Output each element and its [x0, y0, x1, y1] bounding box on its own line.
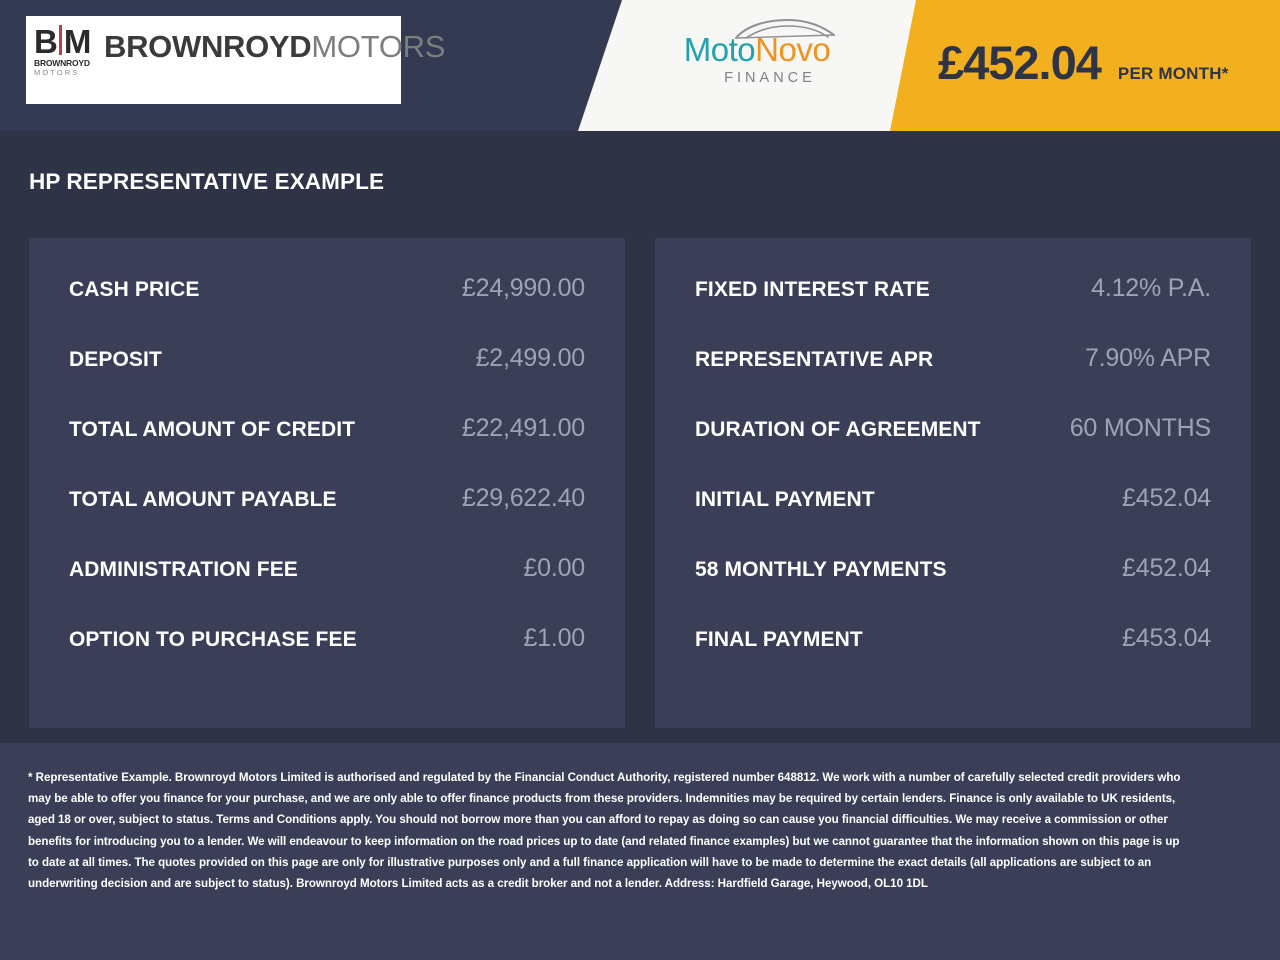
motonovo-finance-logo[interactable]: MotoNovo FINANCE — [672, 18, 842, 86]
monogram-name: BROWNROYD — [34, 58, 90, 68]
monthly-price-period: PER MONTH* — [1117, 64, 1229, 83]
row-label: CASH PRICE — [69, 278, 200, 301]
monogram-letter-m: M — [63, 23, 91, 60]
row-value: 4.12% P.A. — [1091, 274, 1211, 302]
brownroyd-monogram-icon: B M BROWNROYD MOTORS — [34, 23, 92, 77]
row-label: REPRESENTATIVE APR — [695, 348, 934, 371]
table-row: REPRESENTATIVE APR 7.90% APR — [695, 344, 1211, 414]
row-value: £22,491.00 — [461, 414, 585, 442]
table-row: OPTION TO PURCHASE FEE £1.00 — [69, 624, 585, 694]
main-content: HP REPRESENTATIVE EXAMPLE CASH PRICE £24… — [0, 131, 1280, 743]
table-row: FINAL PAYMENT £453.04 — [695, 624, 1211, 694]
table-row: CASH PRICE £24,990.00 — [69, 274, 585, 344]
monogram-divider-bar — [58, 25, 62, 55]
table-row: DEPOSIT £2,499.00 — [69, 344, 585, 414]
monogram-letter-b: B — [34, 23, 58, 60]
row-value: 60 MONTHS — [1069, 414, 1211, 442]
finance-panels: CASH PRICE £24,990.00 DEPOSIT £2,499.00 … — [29, 238, 1251, 728]
row-value: £0.00 — [523, 554, 585, 582]
table-row: ADMINISTRATION FEE £0.00 — [69, 554, 585, 624]
dealer-wordmark-light: MOTORS — [311, 29, 446, 64]
monogram-letters: B M — [34, 23, 92, 60]
row-label: OPTION TO PURCHASE FEE — [69, 628, 357, 651]
row-label: FINAL PAYMENT — [695, 628, 863, 651]
row-label: FIXED INTEREST RATE — [695, 278, 930, 301]
row-label: TOTAL AMOUNT OF CREDIT — [69, 418, 356, 441]
table-row: TOTAL AMOUNT OF CREDIT £22,491.00 — [69, 414, 585, 484]
car-silhouette-icon — [735, 18, 835, 39]
table-row: FIXED INTEREST RATE 4.12% P.A. — [695, 274, 1211, 344]
dealer-wordmark: BROWNROYDMOTORS — [104, 30, 445, 64]
motonovo-subtitle: FINANCE — [724, 70, 816, 86]
row-label: TOTAL AMOUNT PAYABLE — [69, 488, 337, 511]
row-label: DEPOSIT — [69, 348, 162, 371]
dealer-logo[interactable]: B M BROWNROYD MOTORS BROWNROYDMOTORS — [26, 16, 445, 104]
header-yellow-wedge — [890, 0, 1280, 131]
table-row: INITIAL PAYMENT £452.04 — [695, 484, 1211, 554]
row-label: INITIAL PAYMENT — [695, 488, 875, 511]
page-header: B M BROWNROYD MOTORS BROWNROYDMOTORS Mot… — [0, 0, 1280, 131]
row-value: £29,622.40 — [461, 484, 585, 512]
finance-panel-left: CASH PRICE £24,990.00 DEPOSIT £2,499.00 … — [29, 238, 625, 728]
row-value: £24,990.00 — [461, 274, 585, 302]
monogram-subname: MOTORS — [34, 68, 80, 77]
table-row: DURATION OF AGREEMENT 60 MONTHS — [695, 414, 1211, 484]
page-footer: * Representative Example. Brownroyd Moto… — [0, 743, 1280, 960]
row-label: DURATION OF AGREEMENT — [695, 418, 981, 441]
monthly-price-block: £452.04 PER MONTH* — [938, 38, 1229, 88]
table-row: TOTAL AMOUNT PAYABLE £29,622.40 — [69, 484, 585, 554]
disclaimer-text: * Representative Example. Brownroyd Moto… — [28, 771, 1181, 891]
page-title: HP REPRESENTATIVE EXAMPLE — [29, 169, 385, 194]
motonovo-wordmark: MotoNovo — [672, 32, 842, 68]
row-value: 7.90% APR — [1084, 344, 1211, 372]
monthly-price-amount: £452.04 — [938, 36, 1102, 89]
row-value: £453.04 — [1122, 624, 1211, 652]
finance-panel-right: FIXED INTEREST RATE 4.12% P.A. REPRESENT… — [655, 238, 1251, 728]
row-value: £1.00 — [523, 624, 585, 652]
row-label: ADMINISTRATION FEE — [69, 558, 298, 581]
row-value: £452.04 — [1122, 484, 1211, 512]
row-value: £452.04 — [1122, 554, 1211, 582]
table-row: 58 MONTHLY PAYMENTS £452.04 — [695, 554, 1211, 624]
row-value: £2,499.00 — [475, 344, 586, 372]
row-label: 58 MONTHLY PAYMENTS — [695, 558, 947, 581]
dealer-wordmark-bold: BROWNROYD — [104, 29, 312, 64]
